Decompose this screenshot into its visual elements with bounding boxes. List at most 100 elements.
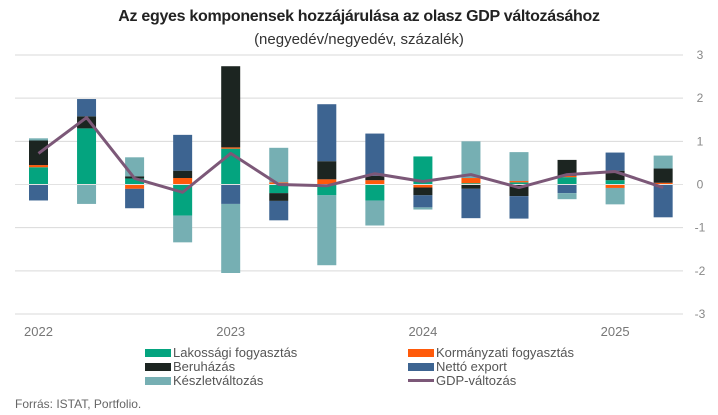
bar-segment-keszlet <box>413 207 433 210</box>
bar-segment-netto_export <box>605 152 625 171</box>
y-tick-label: 2 <box>697 91 704 105</box>
bar-segment-kormanyzati <box>605 184 625 188</box>
bar-segment-keszlet <box>605 187 625 205</box>
bar-segment-beruhazas <box>557 159 577 176</box>
bar-segment-beruhazas <box>365 175 385 181</box>
bar-segment-netto_export <box>125 188 145 209</box>
bar-segment-keszlet <box>173 215 193 243</box>
source-note: Forrás: ISTAT, Portfolio. <box>15 397 142 411</box>
bar-segment-kormanyzati <box>221 147 241 149</box>
bar-segment-lakossagi <box>509 182 529 185</box>
bar-segment-beruhazas <box>317 161 337 180</box>
bar-segment-netto_export <box>221 184 241 204</box>
legend-label: Készletváltozás <box>173 373 264 388</box>
y-axis-ticks: 3 2 1 0 -1 -2 -3 <box>695 48 706 321</box>
y-tick-label: 0 <box>697 178 704 192</box>
bar-segment-kormanyzati <box>125 184 145 189</box>
x-tick-label: 2023 <box>216 324 245 339</box>
bar-segment-beruhazas <box>221 66 241 148</box>
bar-stack <box>365 133 385 226</box>
bar-segment-netto_export <box>653 184 673 218</box>
x-tick-label: 2022 <box>24 324 53 339</box>
gridlines <box>15 54 683 315</box>
bar-segment-kormanyzati <box>461 178 481 184</box>
bar-segment-beruhazas <box>653 168 673 183</box>
legend-label: Kormányzati fogyasztás <box>436 345 575 360</box>
bar-stack <box>317 104 337 266</box>
bar-segment-netto_export <box>317 104 337 162</box>
bar-segment-beruhazas <box>605 170 625 181</box>
bar-stack <box>557 159 577 200</box>
bar-segment-netto_export <box>29 184 48 201</box>
bar-segment-lakossagi <box>269 184 289 194</box>
bar-segment-kormanyzati <box>317 179 337 185</box>
bar-stack <box>653 155 673 218</box>
bar-segment-lakossagi <box>29 167 48 185</box>
bar-segment-keszlet <box>557 193 577 200</box>
bar-segment-keszlet <box>461 141 481 179</box>
y-tick-label: -3 <box>695 307 706 321</box>
legend-item-keszlet: Készletváltozás <box>145 373 263 388</box>
bar-segment-beruhazas <box>413 187 433 196</box>
stacked-bar-chart: 3 2 1 0 -1 -2 -3 2022 2023 2024 2025 <box>15 48 706 339</box>
legend-item-netto-export: Nettó export <box>408 359 507 374</box>
legend-item-gdp: GDP-változás <box>408 373 516 388</box>
bar-segment-kormanyzati <box>413 184 433 188</box>
bar-segment-netto_export <box>413 195 433 208</box>
bar-segment-keszlet <box>365 200 385 226</box>
bar-segment-netto_export <box>509 196 529 219</box>
bar-segment-keszlet <box>77 184 97 204</box>
x-axis-ticks: 2022 2023 2024 2025 <box>24 324 630 339</box>
legend-swatch <box>408 362 434 371</box>
y-tick-label: 1 <box>697 134 704 148</box>
bar-stack <box>509 152 529 219</box>
legend-label: Lakossági fogyasztás <box>173 345 298 360</box>
bar-segment-lakossagi <box>125 178 145 185</box>
x-tick-label: 2025 <box>601 324 630 339</box>
bar-stack <box>461 141 481 219</box>
bar-segment-lakossagi <box>365 184 385 201</box>
bar-segment-kormanyzati <box>365 180 385 185</box>
gdp-line-path <box>37 116 664 194</box>
legend-item-kormanyzati: Kormányzati fogyasztás <box>408 345 574 360</box>
bar-segment-lakossagi <box>317 184 337 196</box>
bar-segment-keszlet <box>509 152 529 182</box>
bar-segment-lakossagi <box>413 156 433 185</box>
legend-label: Beruházás <box>173 359 236 374</box>
bar-segment-lakossagi <box>461 183 481 185</box>
bar-segment-kormanyzati <box>653 182 673 185</box>
bar-segment-lakossagi <box>605 180 625 185</box>
bar-segment-keszlet <box>125 157 145 177</box>
bar-segment-lakossagi <box>557 177 577 185</box>
legend-item-lakossagi: Lakossági fogyasztás <box>145 345 297 360</box>
bar-segment-netto_export <box>557 184 577 194</box>
legend-swatch <box>145 376 171 385</box>
x-tick-label: 2024 <box>408 324 437 339</box>
legend-label: Nettó export <box>436 359 507 374</box>
bar-stack <box>77 99 97 204</box>
bar-segment-keszlet <box>653 155 673 169</box>
bar-segment-beruhazas <box>509 184 529 197</box>
bar-segment-keszlet <box>221 203 241 273</box>
legend-swatch <box>408 348 434 357</box>
bar-segment-netto_export <box>77 99 97 117</box>
bar-segment-netto_export <box>173 134 193 171</box>
bar-segment-beruhazas <box>173 170 193 179</box>
bar-segment-keszlet <box>317 195 337 266</box>
bar-segment-kormanyzati <box>509 181 529 183</box>
legend-item-beruhazas: Beruházás <box>145 359 235 374</box>
bar-stack <box>221 66 241 273</box>
chart-subtitle: (negyedév/negyedév, százalék) <box>254 31 464 48</box>
bar-segment-lakossagi <box>77 128 97 185</box>
bar-segment-netto_export <box>269 200 289 221</box>
legend-swatch-line <box>408 379 434 383</box>
y-tick-label: -2 <box>695 264 706 278</box>
legend-swatch <box>145 362 171 371</box>
legend-label: GDP-változás <box>436 373 517 388</box>
legend-swatch <box>145 348 171 357</box>
bar-segment-keszlet <box>269 147 289 183</box>
bars <box>15 66 683 273</box>
gdp-line <box>37 116 664 194</box>
bar-segment-beruhazas <box>461 184 481 189</box>
bar-segment-kormanyzati <box>557 175 577 178</box>
